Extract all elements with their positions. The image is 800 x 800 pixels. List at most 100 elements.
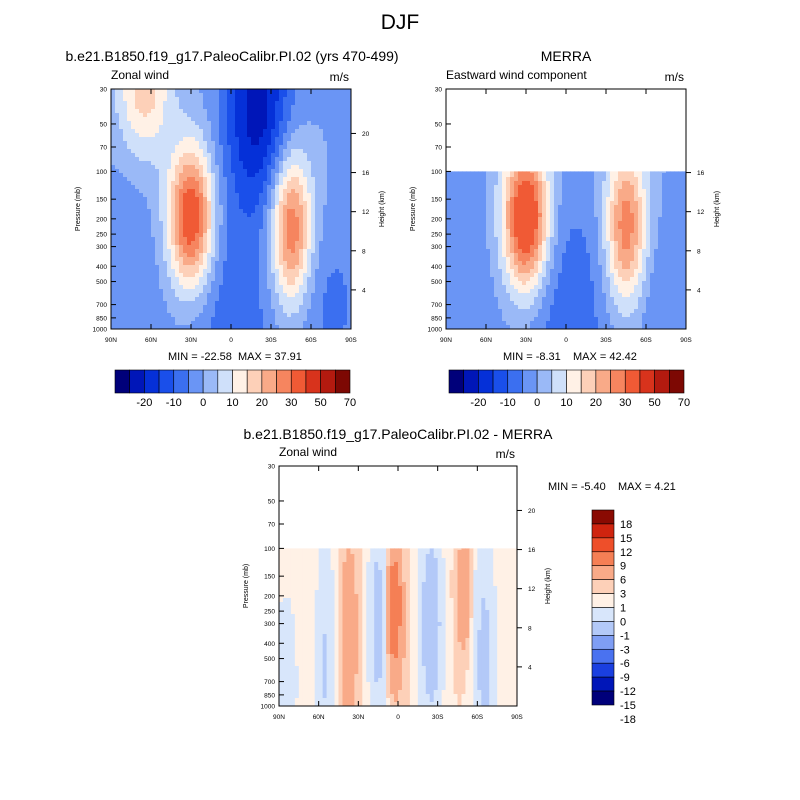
contour-cell <box>279 121 284 126</box>
contour-cell <box>223 101 228 106</box>
contour-cell <box>514 205 519 210</box>
contour-cell <box>582 249 587 254</box>
contour-cell <box>331 93 336 98</box>
contour-cell <box>267 225 272 230</box>
contour-cell <box>159 193 164 198</box>
contour-cell <box>119 293 124 298</box>
contour-cell <box>275 101 280 106</box>
contour-cell <box>167 185 172 190</box>
contour-cell <box>279 165 284 170</box>
contour-cell <box>450 249 455 254</box>
contour-cell <box>127 233 132 238</box>
contour-cell <box>115 149 120 154</box>
contour-cell <box>311 253 316 258</box>
contour-cell <box>670 173 675 178</box>
contour-cell <box>454 213 459 218</box>
contour-cell <box>299 169 304 174</box>
contour-cell <box>183 153 188 158</box>
contour-cell <box>323 157 328 162</box>
contour-cell <box>335 297 340 302</box>
contour-cell <box>171 281 176 286</box>
contour-cell <box>219 293 224 298</box>
contour-cell <box>219 305 224 310</box>
contour-cell <box>147 249 152 254</box>
contour-cell <box>295 317 300 322</box>
contour-cell <box>183 109 188 114</box>
contour-cell <box>562 205 567 210</box>
contour-cell <box>287 225 292 230</box>
contour-cell <box>127 129 132 134</box>
contour-cell <box>263 261 268 266</box>
contour-cell <box>183 241 188 246</box>
contour-cell <box>151 237 156 242</box>
contour-cell <box>163 165 168 170</box>
contour-cell <box>179 189 184 194</box>
contour-cell <box>590 185 595 190</box>
contour-cell <box>518 197 523 202</box>
contour-cell <box>291 189 296 194</box>
contour-cell <box>327 181 332 186</box>
colorbar-label: -20 <box>136 397 152 409</box>
contour-cell <box>339 177 344 182</box>
contour-cell <box>506 233 511 238</box>
contour-cell <box>646 241 651 246</box>
contour-cell <box>147 141 152 146</box>
contour-cell <box>171 321 176 326</box>
contour-cell <box>195 97 200 102</box>
contour-cell <box>143 289 148 294</box>
contour-cell <box>658 205 663 210</box>
contour-cell <box>163 233 168 238</box>
contour-cell <box>315 325 320 330</box>
contour-cell <box>247 205 252 210</box>
contour-cell <box>311 185 316 190</box>
contour-cell <box>283 309 288 314</box>
contour-cell <box>283 233 288 238</box>
contour-cell <box>606 253 611 258</box>
contour-cell <box>139 185 144 190</box>
contour-cell <box>650 201 655 206</box>
contour-cell <box>151 101 156 106</box>
contour-cell <box>574 237 579 242</box>
contour-cell <box>590 249 595 254</box>
contour-cell <box>538 241 543 246</box>
contour-cell <box>167 245 172 250</box>
contour-cell <box>247 209 252 214</box>
contour-cell <box>283 305 288 310</box>
contour-cell <box>630 213 635 218</box>
contour-cell <box>163 105 168 110</box>
contour-cell <box>179 285 184 290</box>
contour-cell <box>339 97 344 102</box>
contour-cell <box>143 317 148 322</box>
contour-cell <box>171 201 176 206</box>
contour-cell <box>159 149 164 154</box>
contour-cell <box>267 241 272 246</box>
contour-cell <box>291 297 296 302</box>
contour-cell <box>630 193 635 198</box>
contour-cell <box>630 221 635 226</box>
contour-cell <box>191 241 196 246</box>
contour-cell <box>526 241 531 246</box>
contour-cell <box>227 125 232 130</box>
contour-cell <box>111 141 116 146</box>
contour-cell <box>135 169 140 174</box>
contour-cell <box>534 237 539 242</box>
contour-cell <box>462 209 467 214</box>
contour-cell <box>167 297 172 302</box>
contour-cell <box>207 253 212 258</box>
contour-cell <box>119 109 124 114</box>
contour-cell <box>127 177 132 182</box>
contour-cell <box>259 185 264 190</box>
contour-cell <box>163 141 168 146</box>
contour-cell <box>327 237 332 242</box>
contour-cell <box>546 185 551 190</box>
contour-cell <box>454 233 459 238</box>
contour-cell <box>223 217 228 222</box>
contour-cell <box>303 309 308 314</box>
contour-cell <box>335 93 340 98</box>
contour-cell <box>654 181 659 186</box>
contour-cell <box>219 209 224 214</box>
contour-cell <box>614 213 619 218</box>
contour-cell <box>311 321 316 326</box>
contour-cell <box>183 221 188 226</box>
contour-cell <box>482 205 487 210</box>
